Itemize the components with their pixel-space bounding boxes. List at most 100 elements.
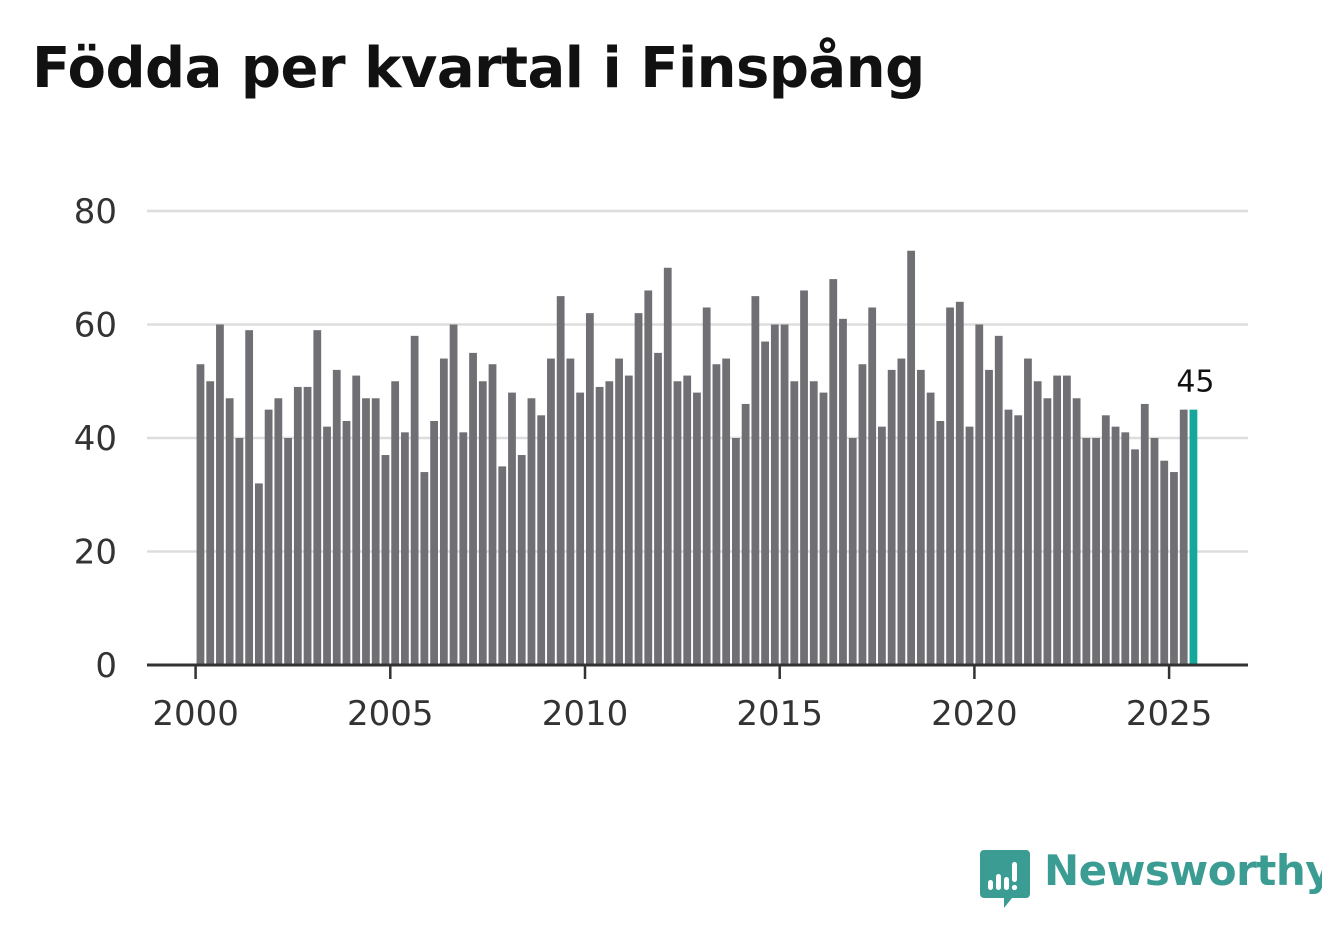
bar	[858, 364, 867, 665]
bar	[1170, 472, 1178, 665]
bar	[985, 369, 993, 665]
bar	[284, 438, 292, 665]
bar	[955, 301, 964, 665]
bar	[732, 438, 740, 665]
bar	[634, 313, 643, 665]
bar	[975, 324, 984, 665]
bar	[1140, 403, 1149, 665]
y-tick-label: 0	[95, 646, 117, 686]
bar	[693, 392, 701, 665]
chart-title: Födda per kvartal i Finspång	[32, 36, 925, 101]
bar	[1033, 381, 1042, 665]
bar-highlight	[1189, 409, 1198, 666]
bar	[800, 290, 808, 665]
bar	[1131, 449, 1139, 665]
y-tick-label: 80	[74, 192, 117, 232]
bar	[848, 438, 857, 665]
newsworthy-logo: Newsworthy	[980, 846, 1322, 910]
bar	[916, 369, 925, 665]
bar	[362, 398, 370, 665]
bar	[478, 381, 487, 665]
bar	[527, 398, 536, 665]
bar	[751, 296, 760, 666]
x-axis-ticks: 2000 2005 2010 2015 2020 2025	[152, 665, 1212, 734]
bar	[741, 403, 750, 665]
bar	[576, 392, 585, 665]
bar	[1024, 358, 1032, 665]
bar	[878, 426, 886, 665]
y-tick-label: 60	[74, 306, 117, 346]
bar	[829, 279, 838, 665]
bar	[556, 296, 565, 666]
newsworthy-logo-icon	[980, 850, 1030, 908]
bar	[410, 335, 419, 665]
bar	[585, 313, 594, 665]
y-axis-ticks: 0 20 40 60 80	[74, 192, 117, 686]
bar	[994, 335, 1003, 665]
bar	[809, 381, 818, 665]
bar	[1092, 438, 1100, 665]
bar	[780, 324, 789, 665]
bar	[1101, 415, 1110, 665]
bar	[206, 381, 215, 665]
bar	[430, 420, 438, 665]
bar	[946, 307, 954, 665]
bar	[323, 426, 331, 665]
x-tick-label: 2025	[1126, 694, 1213, 734]
bar	[887, 369, 896, 665]
bar	[663, 267, 672, 665]
bar	[1111, 426, 1120, 665]
bar	[615, 358, 623, 665]
bar	[401, 432, 409, 665]
bar	[225, 398, 234, 665]
bar	[1082, 438, 1091, 665]
bar	[459, 432, 468, 665]
bar	[1014, 415, 1023, 665]
data-labels: 45	[1176, 365, 1214, 400]
bar	[1072, 398, 1081, 665]
bar	[381, 455, 390, 665]
bar	[722, 358, 731, 665]
bar	[1179, 409, 1188, 666]
bar	[391, 381, 400, 665]
x-tick-label: 2000	[152, 694, 239, 734]
bar	[293, 386, 302, 665]
bar	[303, 386, 312, 665]
bar	[673, 381, 682, 665]
bar	[517, 455, 526, 665]
bar	[264, 409, 273, 666]
bar	[498, 466, 507, 666]
bar	[897, 358, 906, 665]
bar	[790, 381, 799, 665]
bar	[712, 364, 721, 665]
bar	[819, 392, 828, 665]
bar	[313, 330, 322, 665]
x-tick-label: 2015	[736, 694, 823, 734]
bar	[1043, 398, 1052, 665]
bar	[508, 392, 516, 665]
bars	[196, 250, 1198, 666]
bar	[449, 324, 458, 665]
bar	[926, 392, 935, 665]
bar	[439, 358, 448, 665]
bar	[547, 358, 555, 665]
bar	[839, 318, 847, 665]
bar	[342, 420, 351, 665]
bar	[245, 330, 254, 665]
bar	[196, 364, 205, 665]
y-tick-label: 20	[74, 533, 117, 573]
bar	[469, 352, 477, 666]
bar	[1121, 432, 1130, 665]
bar	[1062, 375, 1071, 665]
bar	[254, 483, 263, 665]
bar	[770, 324, 779, 665]
x-tick-label: 2010	[542, 694, 629, 734]
bar	[624, 375, 633, 665]
newsworthy-logo-text: Newsworthy	[1044, 846, 1322, 895]
bar	[761, 341, 769, 665]
bar	[1150, 438, 1159, 665]
x-tick-label: 2020	[931, 694, 1018, 734]
bar	[605, 381, 614, 665]
bar	[654, 352, 662, 666]
